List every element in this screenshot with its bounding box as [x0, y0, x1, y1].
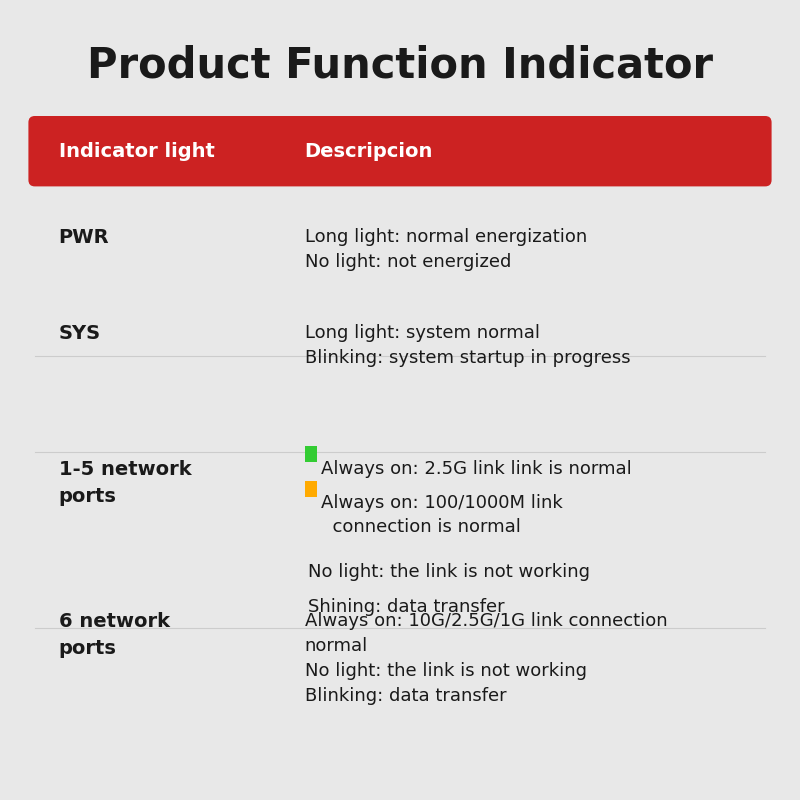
Text: Product Function Indicator: Product Function Indicator — [87, 44, 713, 86]
Text: Long light: system normal
Blinking: system startup in progress: Long light: system normal Blinking: syst… — [305, 324, 630, 367]
Text: SYS: SYS — [58, 324, 101, 343]
Text: 6 network
ports: 6 network ports — [58, 612, 170, 658]
Text: Indicator light: Indicator light — [58, 142, 214, 161]
Text: 1-5 network
ports: 1-5 network ports — [58, 460, 191, 506]
FancyBboxPatch shape — [29, 116, 771, 186]
Text: Long light: normal energization
No light: not energized: Long light: normal energization No light… — [305, 228, 587, 271]
Text: No light: the link is not working: No light: the link is not working — [308, 563, 590, 581]
Text: Always on: 2.5G link link is normal: Always on: 2.5G link link is normal — [321, 460, 631, 478]
Bar — [305, 481, 318, 497]
Bar — [305, 446, 318, 462]
Text: Shining: data transfer: Shining: data transfer — [308, 598, 505, 616]
Text: Descripcion: Descripcion — [305, 142, 433, 161]
Text: Always on: 10G/2.5G/1G link connection
normal
No light: the link is not working
: Always on: 10G/2.5G/1G link connection n… — [305, 612, 667, 705]
Text: PWR: PWR — [58, 228, 110, 247]
Text: Always on: 100/1000M link
  connection is normal: Always on: 100/1000M link connection is … — [321, 494, 562, 536]
